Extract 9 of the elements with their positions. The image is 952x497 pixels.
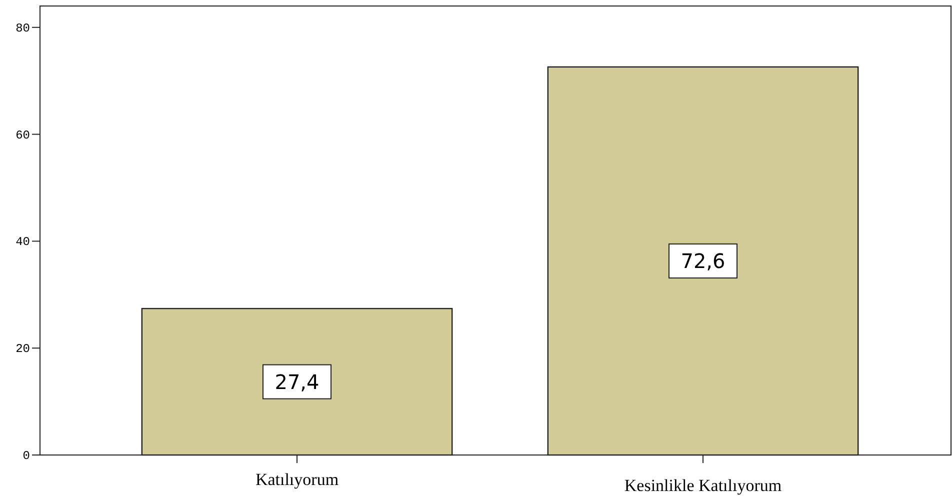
x-tick-label: Katılıyorum: [255, 470, 339, 489]
x-tick-label: Kesinlikle Katılıyorum: [624, 476, 782, 495]
y-tick-label: 40: [16, 235, 30, 250]
y-tick-label: 60: [16, 128, 30, 142]
y-tick-label: 80: [16, 21, 30, 36]
y-tick-label: 0: [22, 449, 30, 463]
y-tick-label: 20: [16, 342, 30, 356]
data-label: 27,4: [274, 370, 320, 394]
data-label: 72,6: [680, 248, 726, 273]
